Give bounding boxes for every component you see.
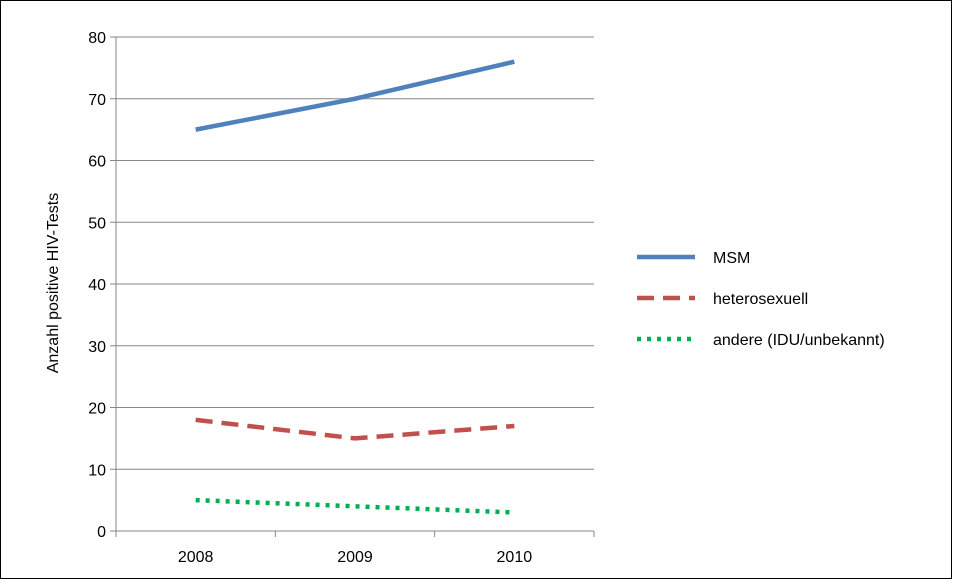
y-axis-title: Anzahl positive HIV-Tests	[45, 193, 62, 374]
x-tick-label: 2008	[178, 549, 214, 566]
y-tick-label: 40	[88, 277, 106, 294]
y-tick-label: 10	[88, 462, 106, 479]
series-line-1	[195, 59, 515, 132]
y-tick-label: 70	[88, 92, 106, 109]
y-tick-label: 20	[88, 401, 106, 418]
legend-label-2: heterosexuell	[713, 291, 808, 308]
y-tick-label: 80	[88, 30, 106, 47]
legend-label-1: MSM	[713, 250, 750, 267]
series-lines	[195, 59, 515, 515]
series-line-3	[195, 497, 515, 515]
x-tick-label: 2009	[337, 549, 373, 566]
y-tick-label: 50	[88, 215, 106, 232]
legend: MSM heterosexuell andere (IDU/unbekannt)	[637, 250, 885, 349]
y-tick-label: 30	[88, 339, 106, 356]
gridlines	[116, 36, 594, 470]
axes	[110, 36, 595, 537]
legend-label-3: andere (IDU/unbekannt)	[713, 332, 885, 349]
series-line-2	[195, 417, 515, 441]
y-tick-label: 60	[88, 154, 106, 171]
x-tick-label: 2010	[497, 549, 533, 566]
y-tick-label: 0	[97, 524, 106, 541]
tick-labels: 0 10 20 30 40 50 60 70 80 2008 2009 2010	[88, 30, 532, 566]
